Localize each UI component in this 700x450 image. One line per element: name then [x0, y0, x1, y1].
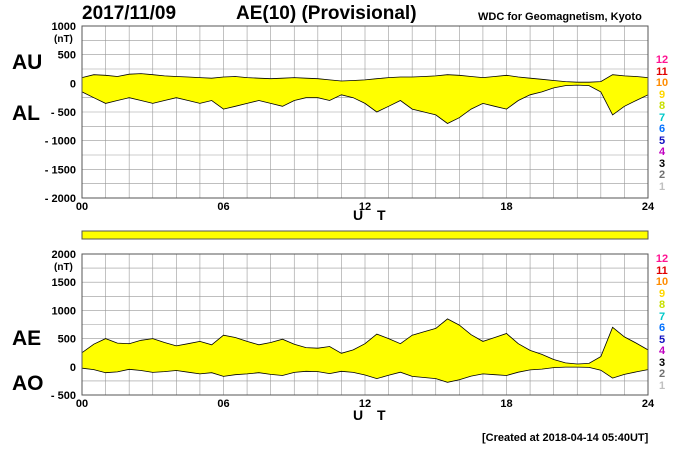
x-tick-label: 12: [359, 201, 371, 213]
y-tick-label: 0: [70, 78, 76, 90]
station-legend-item: 5: [658, 333, 666, 346]
y-tick-label: - 2000: [45, 193, 76, 205]
station-legend-item: 3: [658, 356, 666, 369]
created-timestamp: [Created at 2018-04-14 05:40UT]: [482, 432, 649, 444]
y-tick-label: - 500: [51, 107, 76, 119]
au-series-label: AU: [12, 51, 43, 74]
station-legend-item: 8: [658, 100, 666, 112]
x-axis-label-bottom: U T: [353, 407, 391, 423]
station-legend-top: 12 11 10 9 8 7 6 5 4 3 2 1: [652, 54, 672, 193]
y-tick-label: - 1000: [45, 136, 76, 148]
station-legend-item: 11: [656, 264, 668, 277]
station-legend-item: 11: [656, 65, 668, 78]
station-legend-item: 7: [658, 111, 666, 124]
band-fill-area: [82, 73, 648, 124]
x-tick-label: 06: [217, 201, 229, 213]
x-tick-label: 06: [217, 398, 229, 410]
station-legend-item: 9: [658, 88, 666, 101]
x-axis-label-top: U T: [353, 207, 391, 223]
y-tick-label: - 500: [51, 390, 76, 402]
y-axis-unit-bottom: (nT): [54, 262, 73, 273]
y-tick-label: 500: [58, 334, 76, 346]
x-tick-label: 18: [500, 398, 512, 410]
y-tick-label: 1500: [52, 277, 76, 289]
station-legend-item: 10: [655, 77, 669, 89]
y-tick-label: 1000: [52, 305, 76, 317]
x-tick-label: 00: [76, 201, 88, 213]
station-legend-item: 4: [658, 345, 666, 357]
x-tick-label: 24: [642, 201, 655, 213]
date-label: 2017/11/09: [82, 3, 177, 24]
y-axis-unit-top: (nT): [54, 34, 73, 45]
station-count-bar: [81, 230, 649, 240]
x-tick-label: 00: [76, 398, 88, 410]
plot-frame: [81, 253, 649, 396]
x-tick-label: 18: [500, 201, 512, 213]
x-tick-label: 24: [642, 398, 655, 410]
y-tick-label: 500: [58, 50, 76, 62]
series-line-al: [81, 84, 649, 124]
station-legend-item: 1: [658, 379, 666, 392]
y-tick-label: - 1500: [45, 164, 76, 176]
x-tick-label: 12: [359, 398, 371, 410]
index-title: AE(10) (Provisional): [236, 3, 417, 24]
series-line-ao: [81, 366, 649, 383]
station-legend-bottom: 12 11 10 9 8 7 6 5 4 3 2 1: [652, 253, 672, 392]
plot-frame: [81, 25, 649, 199]
station-legend-item: 12: [655, 54, 669, 66]
station-legend-item: 3: [658, 157, 666, 170]
station-legend-item: 2: [658, 169, 666, 181]
station-legend-item: 8: [658, 299, 666, 311]
band-fill-area: [82, 318, 648, 383]
al-series-label: AL: [12, 102, 40, 125]
station-legend-item: 9: [658, 287, 666, 300]
station-legend-item: 2: [658, 368, 666, 380]
y-tick-label: 0: [70, 362, 76, 374]
y-tick-label: 1000: [52, 21, 76, 33]
y-tick-label: 2000: [52, 249, 76, 261]
ae-series-label: AE: [12, 327, 42, 350]
series-line-au: [81, 73, 649, 83]
station-legend-item: 4: [658, 146, 666, 158]
station-legend-item: 10: [655, 276, 669, 288]
station-legend-item: 7: [658, 310, 666, 323]
station-legend-item: 5: [658, 134, 666, 147]
station-legend-item: 12: [655, 253, 669, 265]
source-label: WDC for Geomagnetism, Kyoto: [478, 11, 642, 23]
ao-series-label: AO: [12, 372, 44, 395]
station-legend-item: 1: [658, 180, 666, 193]
series-line-ae: [81, 318, 649, 365]
station-legend-item: 6: [658, 123, 666, 135]
station-legend-item: 6: [658, 322, 666, 334]
